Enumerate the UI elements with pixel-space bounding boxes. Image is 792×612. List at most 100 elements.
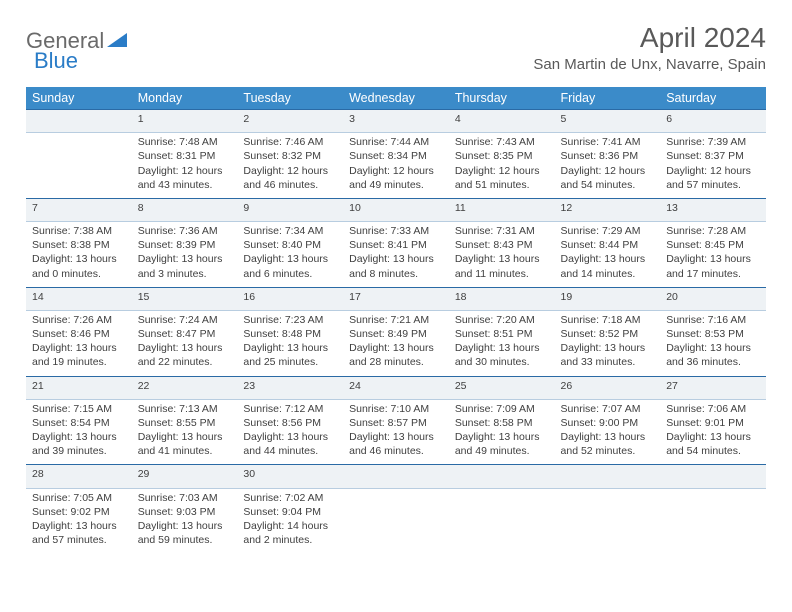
sunset-text: Sunset: 9:02 PM [32,505,126,519]
sunset-text: Sunset: 8:31 PM [138,149,232,163]
day-number: 2 [237,110,343,133]
day-cell: Sunrise: 7:10 AMSunset: 8:57 PMDaylight:… [343,399,449,465]
day-cell: Sunrise: 7:03 AMSunset: 9:03 PMDaylight:… [132,488,238,553]
daylight-text: Daylight: 13 hours and 8 minutes. [349,252,443,280]
day-number: 24 [343,376,449,399]
daylight-text: Daylight: 13 hours and 17 minutes. [666,252,760,280]
day-number: 19 [555,287,661,310]
daylight-text: Daylight: 13 hours and 54 minutes. [666,430,760,458]
daylight-text: Daylight: 13 hours and 44 minutes. [243,430,337,458]
page-title: April 2024 [533,22,766,54]
day-cell: Sunrise: 7:05 AMSunset: 9:02 PMDaylight:… [26,488,132,553]
sunset-text: Sunset: 8:47 PM [138,327,232,341]
day-cell: Sunrise: 7:39 AMSunset: 8:37 PMDaylight:… [660,133,766,199]
sunrise-text: Sunrise: 7:39 AM [666,135,760,149]
sunrise-text: Sunrise: 7:46 AM [243,135,337,149]
daylight-text: Daylight: 13 hours and 6 minutes. [243,252,337,280]
day-number: 10 [343,198,449,221]
day-cell: Sunrise: 7:20 AMSunset: 8:51 PMDaylight:… [449,310,555,376]
sunrise-text: Sunrise: 7:44 AM [349,135,443,149]
day-header: Monday [132,87,238,110]
sunset-text: Sunset: 8:49 PM [349,327,443,341]
day-cell: Sunrise: 7:24 AMSunset: 8:47 PMDaylight:… [132,310,238,376]
day-cell: Sunrise: 7:43 AMSunset: 8:35 PMDaylight:… [449,133,555,199]
daylight-text: Daylight: 12 hours and 57 minutes. [666,164,760,192]
sunrise-text: Sunrise: 7:12 AM [243,402,337,416]
day-cell: Sunrise: 7:02 AMSunset: 9:04 PMDaylight:… [237,488,343,553]
day-cell: Sunrise: 7:33 AMSunset: 8:41 PMDaylight:… [343,222,449,288]
sunset-text: Sunset: 9:04 PM [243,505,337,519]
sunrise-text: Sunrise: 7:13 AM [138,402,232,416]
sunrise-text: Sunrise: 7:06 AM [666,402,760,416]
day-number: 12 [555,198,661,221]
sunrise-text: Sunrise: 7:43 AM [455,135,549,149]
day-number: 26 [555,376,661,399]
sunrise-text: Sunrise: 7:21 AM [349,313,443,327]
daylight-text: Daylight: 13 hours and 41 minutes. [138,430,232,458]
sunset-text: Sunset: 8:55 PM [138,416,232,430]
sunrise-text: Sunrise: 7:28 AM [666,224,760,238]
header: General April 2024 San Martin de Unx, Na… [26,22,766,73]
sunset-text: Sunset: 8:58 PM [455,416,549,430]
daylight-text: Daylight: 13 hours and 14 minutes. [561,252,655,280]
sunrise-text: Sunrise: 7:48 AM [138,135,232,149]
day-cell: Sunrise: 7:06 AMSunset: 9:01 PMDaylight:… [660,399,766,465]
sunset-text: Sunset: 8:36 PM [561,149,655,163]
day-number: 3 [343,110,449,133]
sunrise-text: Sunrise: 7:03 AM [138,491,232,505]
day-cell: Sunrise: 7:34 AMSunset: 8:40 PMDaylight:… [237,222,343,288]
day-number [449,465,555,488]
sunrise-text: Sunrise: 7:16 AM [666,313,760,327]
day-cell: Sunrise: 7:44 AMSunset: 8:34 PMDaylight:… [343,133,449,199]
logo-text-blue: Blue [34,48,78,73]
sunrise-text: Sunrise: 7:34 AM [243,224,337,238]
sunrise-text: Sunrise: 7:05 AM [32,491,126,505]
sunset-text: Sunset: 8:39 PM [138,238,232,252]
sunset-text: Sunset: 8:34 PM [349,149,443,163]
calendar-table: SundayMondayTuesdayWednesdayThursdayFrid… [26,87,766,553]
day-number: 7 [26,198,132,221]
day-header: Sunday [26,87,132,110]
logo-triangle-icon [107,30,127,53]
calendar-body: 123456Sunrise: 7:48 AMSunset: 8:31 PMDay… [26,110,766,554]
location-label: San Martin de Unx, Navarre, Spain [533,56,766,73]
day-number: 25 [449,376,555,399]
day-cell: Sunrise: 7:31 AMSunset: 8:43 PMDaylight:… [449,222,555,288]
day-header: Tuesday [237,87,343,110]
day-cell: Sunrise: 7:26 AMSunset: 8:46 PMDaylight:… [26,310,132,376]
day-number: 1 [132,110,238,133]
daylight-text: Daylight: 13 hours and 22 minutes. [138,341,232,369]
day-cell: Sunrise: 7:07 AMSunset: 9:00 PMDaylight:… [555,399,661,465]
day-number: 18 [449,287,555,310]
daylight-text: Daylight: 13 hours and 49 minutes. [455,430,549,458]
sunset-text: Sunset: 8:57 PM [349,416,443,430]
sunset-text: Sunset: 9:00 PM [561,416,655,430]
sunset-text: Sunset: 8:35 PM [455,149,549,163]
sunrise-text: Sunrise: 7:20 AM [455,313,549,327]
daylight-text: Daylight: 12 hours and 46 minutes. [243,164,337,192]
day-number: 13 [660,198,766,221]
day-header: Friday [555,87,661,110]
day-cell: Sunrise: 7:13 AMSunset: 8:55 PMDaylight:… [132,399,238,465]
day-number [343,465,449,488]
day-number: 14 [26,287,132,310]
sunset-text: Sunset: 8:45 PM [666,238,760,252]
day-cell [449,488,555,553]
sunset-text: Sunset: 8:51 PM [455,327,549,341]
day-cell: Sunrise: 7:48 AMSunset: 8:31 PMDaylight:… [132,133,238,199]
day-number: 23 [237,376,343,399]
sunset-text: Sunset: 8:46 PM [32,327,126,341]
sunset-text: Sunset: 8:37 PM [666,149,760,163]
sunset-text: Sunset: 8:32 PM [243,149,337,163]
sunset-text: Sunset: 8:44 PM [561,238,655,252]
day-cell: Sunrise: 7:36 AMSunset: 8:39 PMDaylight:… [132,222,238,288]
daylight-text: Daylight: 13 hours and 46 minutes. [349,430,443,458]
daylight-text: Daylight: 13 hours and 33 minutes. [561,341,655,369]
day-number [26,110,132,133]
day-cell: Sunrise: 7:29 AMSunset: 8:44 PMDaylight:… [555,222,661,288]
calendar-header: SundayMondayTuesdayWednesdayThursdayFrid… [26,87,766,110]
sunrise-text: Sunrise: 7:15 AM [32,402,126,416]
sunrise-text: Sunrise: 7:07 AM [561,402,655,416]
daylight-text: Daylight: 13 hours and 3 minutes. [138,252,232,280]
daylight-text: Daylight: 13 hours and 57 minutes. [32,519,126,547]
